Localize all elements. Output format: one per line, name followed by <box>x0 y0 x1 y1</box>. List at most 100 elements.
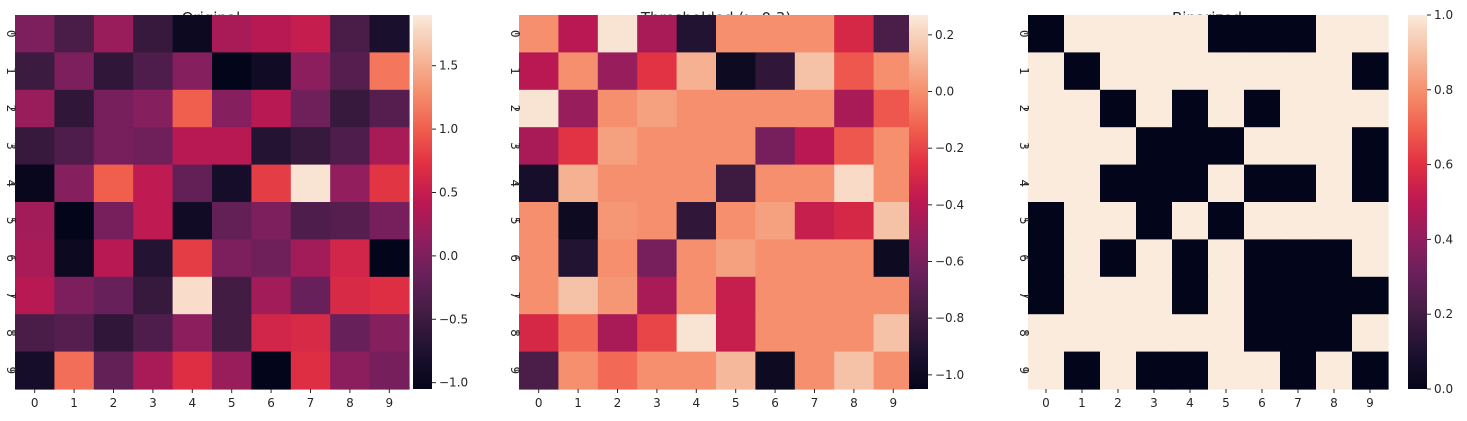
heatmap-cell-r0-c9 <box>369 15 410 53</box>
y-tick-label: 3 <box>4 142 18 150</box>
heatmap-cell-r0-c2 <box>597 15 638 53</box>
heatmap-cell-r4-c4 <box>1172 164 1209 203</box>
heatmap-cell-r4-c9 <box>873 164 914 203</box>
heatmap-cell-r4-c1 <box>558 164 599 203</box>
heatmap-cell-r8-c9 <box>369 314 410 353</box>
heatmap-cell-r5-c3 <box>1136 202 1173 240</box>
y-tick-label: 6 <box>508 254 522 262</box>
heatmap-cell-r9-c8 <box>330 351 371 390</box>
heatmap-cell-r7-c2 <box>1100 276 1137 315</box>
heatmap-cell-r6-c2 <box>597 239 638 278</box>
x-tick-label: 3 <box>149 396 157 410</box>
heatmap-cell-r7-c7 <box>794 276 835 315</box>
heatmap-cell-r8-c6 <box>1244 314 1281 353</box>
x-tick-label: 1 <box>574 396 582 410</box>
heatmap-cell-r3-c3 <box>1136 127 1173 166</box>
x-tick-label: 6 <box>1258 396 1266 410</box>
heatmap-cell-r0-c3 <box>1136 15 1173 53</box>
heatmap-cell-r1-c3 <box>1136 52 1173 91</box>
heatmap-cell-r7-c1 <box>558 276 599 315</box>
heatmap-cell-r0-c6 <box>755 15 796 53</box>
heatmap-cell-r3-c3 <box>637 127 678 166</box>
heatmap-cell-r2-c5 <box>1208 89 1245 128</box>
heatmap-cell-r9-c0 <box>1028 351 1065 390</box>
heatmap-cell-r1-c1 <box>54 52 95 91</box>
heatmap-cell-r7-c8 <box>834 276 875 315</box>
heatmap-cell-r5-c2 <box>597 202 638 240</box>
heatmap-cell-r6-c0 <box>1028 239 1065 278</box>
heatmap-cell-r1-c4 <box>1172 52 1209 91</box>
heatmap-cell-r3-c3 <box>133 127 174 166</box>
x-tick-label: 9 <box>889 396 897 410</box>
colorbar-tick-label: 0.6 <box>1434 158 1453 172</box>
heatmap-cell-r5-c5 <box>1208 202 1245 240</box>
colorbar-tick-label: −0.8 <box>935 311 964 325</box>
heatmap-cell-r5-c8 <box>330 202 371 240</box>
heatmap-cell-r6-c3 <box>637 239 678 278</box>
heatmap-cell-r1-c9 <box>873 52 914 91</box>
heatmap-cell-r2-c2 <box>597 89 638 128</box>
heatmap-cell-r6-c1 <box>54 239 95 278</box>
heatmap-cell-r1-c2 <box>597 52 638 91</box>
heatmap-cell-r9-c9 <box>1352 351 1389 390</box>
x-tick-label: 8 <box>346 396 354 410</box>
heatmap-cell-r5-c9 <box>1352 202 1389 240</box>
heatmap-cell-r8-c9 <box>873 314 914 353</box>
heatmap-cell-r0-c9 <box>1352 15 1389 53</box>
heatmap-cell-r8-c3 <box>133 314 174 353</box>
heatmap-cell-r8-c6 <box>251 314 292 353</box>
heatmap-cell-r0-c2 <box>93 15 134 53</box>
colorbar-tick-label: 0.0 <box>439 249 458 263</box>
x-tick-label: 5 <box>1222 396 1230 410</box>
heatmap-cell-r1-c6 <box>251 52 292 91</box>
heatmap-cell-r3-c1 <box>558 127 599 166</box>
heatmap-cell-r5-c5 <box>716 202 756 240</box>
heatmap-cell-r1-c6 <box>1244 52 1281 91</box>
x-tick-label: 4 <box>692 396 700 410</box>
heatmap-cell-r7-c4 <box>676 276 717 315</box>
heatmap-thresholded: Thresholded (> 0.3) 01234567890123456789… <box>508 9 964 410</box>
heatmap-cell-r8-c8 <box>330 314 371 353</box>
heatmap-cell-r9-c0 <box>519 351 559 390</box>
heatmap-cell-r0-c8 <box>330 15 371 53</box>
heatmap-cell-r8-c5 <box>716 314 756 353</box>
heatmap-cell-r8-c7 <box>290 314 331 353</box>
heatmap-cell-r9-c6 <box>1244 351 1281 390</box>
heatmap-cell-r3-c9 <box>1352 127 1389 166</box>
heatmap-cell-r4-c7 <box>1280 164 1317 203</box>
heatmap-cell-r3-c7 <box>290 127 331 166</box>
x-tick-label: 3 <box>1150 396 1158 410</box>
heatmap-cell-r3-c2 <box>597 127 638 166</box>
heatmap-cell-r9-c5 <box>212 351 252 390</box>
heatmap-cell-r0-c7 <box>794 15 835 53</box>
heatmap-cell-r2-c8 <box>1316 89 1353 128</box>
heatmap-cell-r8-c9 <box>1352 314 1389 353</box>
heatmap-cell-r1-c3 <box>133 52 174 91</box>
heatmap-cell-r0-c1 <box>558 15 599 53</box>
heatmap-cell-r5-c2 <box>1100 202 1137 240</box>
heatmap-cell-r3-c4 <box>1172 127 1209 166</box>
heatmap-cell-r1-c1 <box>1064 52 1101 91</box>
heatmap-cell-r9-c5 <box>716 351 756 390</box>
heatmap-cell-r2-c8 <box>834 89 875 128</box>
heatmap-cell-r4-c0 <box>519 164 559 203</box>
colorbar <box>1408 15 1427 389</box>
heatmap-cell-r7-c8 <box>330 276 371 315</box>
colorbar <box>413 15 432 389</box>
heatmap-cell-r5-c6 <box>755 202 796 240</box>
y-tick-label: 3 <box>508 142 522 150</box>
colorbar-tick-label: 0.5 <box>439 185 458 199</box>
heatmap-cell-r9-c4 <box>1172 351 1209 390</box>
heatmap-cell-r8-c0 <box>519 314 559 353</box>
heatmap-cell-r3-c9 <box>369 127 410 166</box>
heatmap-cell-r7-c3 <box>637 276 678 315</box>
heatmap-cell-r5-c7 <box>794 202 835 240</box>
heatmap-cell-r0-c8 <box>1316 15 1353 53</box>
heatmap-cell-r1-c8 <box>1316 52 1353 91</box>
x-tick-label: 7 <box>811 396 819 410</box>
heatmap-cell-r6-c4 <box>172 239 213 278</box>
heatmap-cell-r1-c7 <box>290 52 331 91</box>
colorbar-tick-label: 1.5 <box>439 59 458 73</box>
heatmap-cell-r7-c2 <box>93 276 134 315</box>
y-tick-label: 5 <box>4 217 18 225</box>
